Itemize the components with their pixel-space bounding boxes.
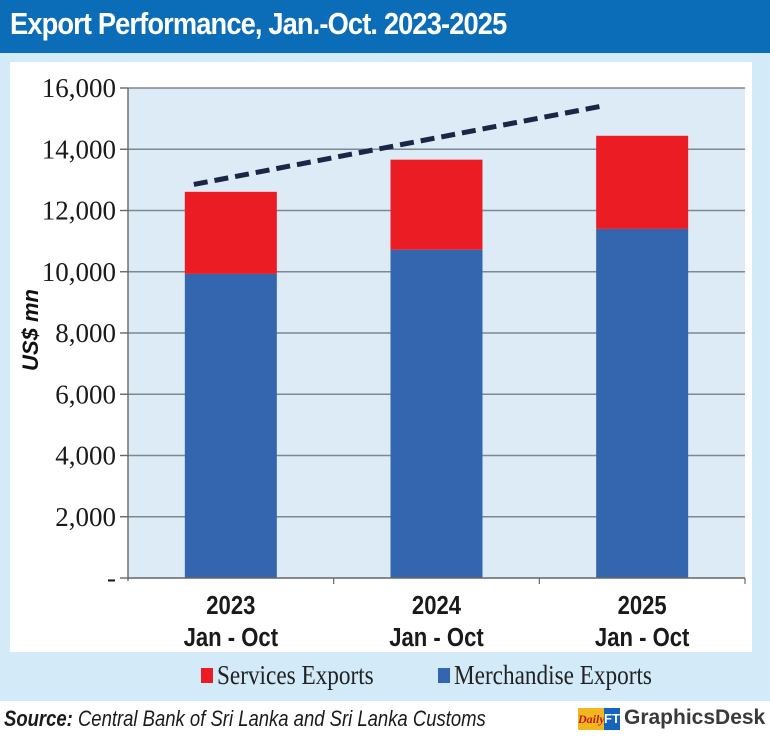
x-tick-label-year: 2023 <box>206 591 255 620</box>
y-tick-label: 4,000 <box>55 441 116 471</box>
logo-ft: FT <box>604 708 620 730</box>
legend: Services Exports Merchandise Exports <box>0 660 770 696</box>
x-tick-label-period: Jan - Oct <box>184 623 278 652</box>
bar-merchandise-exports-2025 <box>596 228 689 578</box>
y-tick-label: 10,000 <box>42 257 116 287</box>
bar-services-exports-2024 <box>390 159 483 250</box>
axes <box>120 87 746 584</box>
y-tick-label: 6,000 <box>55 379 116 409</box>
legend-item-services: Services Exports <box>201 660 399 691</box>
source-value: Central Bank of Sri Lanka and Sri Lanka … <box>77 706 486 731</box>
bars <box>184 135 689 578</box>
title-bar: Export Performance, Jan.-Oct. 2023-2025 <box>0 0 770 53</box>
y-tick-label: 16,000 <box>42 73 116 103</box>
y-tick-label: - <box>107 563 116 593</box>
legend-label-services: Services Exports <box>217 660 374 690</box>
x-tick-label-period: Jan - Oct <box>389 623 483 652</box>
trendline-group <box>193 103 601 187</box>
source-label: Source: <box>4 706 73 731</box>
y-tick-label: 2,000 <box>55 502 116 532</box>
legend-item-merchandise: Merchandise Exports <box>438 660 684 691</box>
y-tick-label: 12,000 <box>42 196 116 226</box>
source-row: Source: Central Bank of Sri Lanka and Sr… <box>0 701 770 737</box>
chart-title: Export Performance, Jan.-Oct. 2023-2025 <box>10 6 507 41</box>
legend-swatch-merchandise <box>438 668 450 683</box>
logo-daily: Daily <box>578 708 605 730</box>
bar-services-exports-2025 <box>596 135 689 229</box>
source-text: Source: Central Bank of Sri Lanka and Sr… <box>4 706 486 732</box>
bar-merchandise-exports-2024 <box>390 249 483 578</box>
dailyft-logo-icon: Daily FT <box>578 708 620 730</box>
x-tick-label-year: 2024 <box>412 591 462 620</box>
bar-merchandise-exports-2023 <box>184 273 277 578</box>
x-tick-label-year: 2025 <box>618 591 667 620</box>
x-tick-label-period: Jan - Oct <box>595 623 689 652</box>
y-tick-label: 14,000 <box>42 134 116 164</box>
y-tick-label: 8,000 <box>55 318 116 348</box>
logo-graphicsdesk: GraphicsDesk <box>624 706 766 729</box>
legend-label-merchandise: Merchandise Exports <box>454 660 652 690</box>
y-axis-label: US$ mn <box>18 289 43 371</box>
trendline <box>193 103 601 187</box>
legend-swatch-services <box>201 668 213 683</box>
x-tick-labels: 2023 Jan - Oct 2024 Jan - Oct 2025 Jan - Oct <box>184 591 690 652</box>
y-tick-labels: - 2,000 4,000 6,000 8,000 10,000 12,000 14,000 1… <box>42 73 116 593</box>
bar-services-exports-2023 <box>184 191 277 274</box>
